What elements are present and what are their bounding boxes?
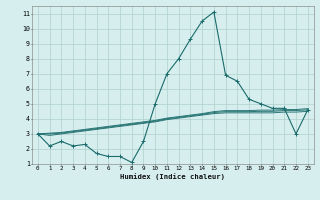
X-axis label: Humidex (Indice chaleur): Humidex (Indice chaleur): [120, 173, 225, 180]
